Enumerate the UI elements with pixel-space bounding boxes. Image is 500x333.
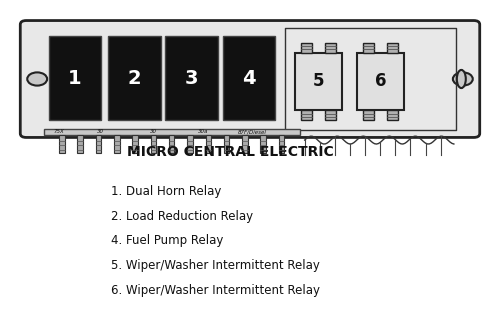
- Bar: [96, 135, 102, 153]
- Bar: [114, 135, 119, 153]
- Text: 6. Wiper/Washer Intermittent Relay: 6. Wiper/Washer Intermittent Relay: [111, 284, 320, 297]
- Text: 30: 30: [98, 129, 104, 134]
- Circle shape: [453, 72, 473, 86]
- Text: 75X: 75X: [53, 129, 64, 134]
- Circle shape: [27, 72, 47, 86]
- Bar: [166, 36, 218, 120]
- Bar: [278, 135, 284, 153]
- Bar: [300, 43, 312, 53]
- Bar: [187, 135, 192, 153]
- Bar: [108, 36, 160, 120]
- Text: 1. Dual Horn Relay: 1. Dual Horn Relay: [111, 185, 221, 198]
- Bar: [363, 43, 374, 53]
- Bar: [387, 110, 398, 120]
- Bar: [78, 135, 83, 153]
- Bar: [59, 135, 64, 153]
- Text: 6: 6: [375, 73, 386, 91]
- Text: 1: 1: [68, 69, 82, 88]
- Bar: [132, 135, 138, 153]
- Bar: [48, 36, 101, 120]
- Text: 87F/Diesel: 87F/Diesel: [238, 129, 267, 134]
- Text: 4. Fuel Pump Relay: 4. Fuel Pump Relay: [111, 234, 223, 247]
- FancyBboxPatch shape: [20, 21, 479, 138]
- Text: 4: 4: [242, 69, 256, 88]
- Bar: [363, 110, 374, 120]
- Bar: [325, 43, 336, 53]
- Bar: [387, 43, 398, 53]
- Bar: [150, 135, 156, 153]
- Text: 2: 2: [128, 69, 141, 88]
- Text: 5. Wiper/Washer Intermittent Relay: 5. Wiper/Washer Intermittent Relay: [111, 259, 320, 272]
- Bar: [224, 135, 230, 153]
- Bar: [300, 110, 312, 120]
- Bar: [206, 135, 211, 153]
- Bar: [242, 135, 248, 153]
- Text: 30: 30: [150, 129, 156, 134]
- Text: 3: 3: [185, 69, 198, 88]
- Bar: [260, 135, 266, 153]
- Bar: [295, 53, 342, 110]
- Text: 30a: 30a: [198, 129, 208, 134]
- Text: MICRO CENTRAL ELECTRIC: MICRO CENTRAL ELECTRIC: [126, 145, 334, 159]
- Bar: [357, 53, 404, 110]
- Bar: [222, 36, 275, 120]
- Text: 5: 5: [312, 73, 324, 91]
- Text: 2. Load Reduction Relay: 2. Load Reduction Relay: [111, 209, 253, 222]
- Ellipse shape: [457, 70, 466, 88]
- Bar: [325, 110, 336, 120]
- Bar: [44, 129, 300, 135]
- Bar: [169, 135, 174, 153]
